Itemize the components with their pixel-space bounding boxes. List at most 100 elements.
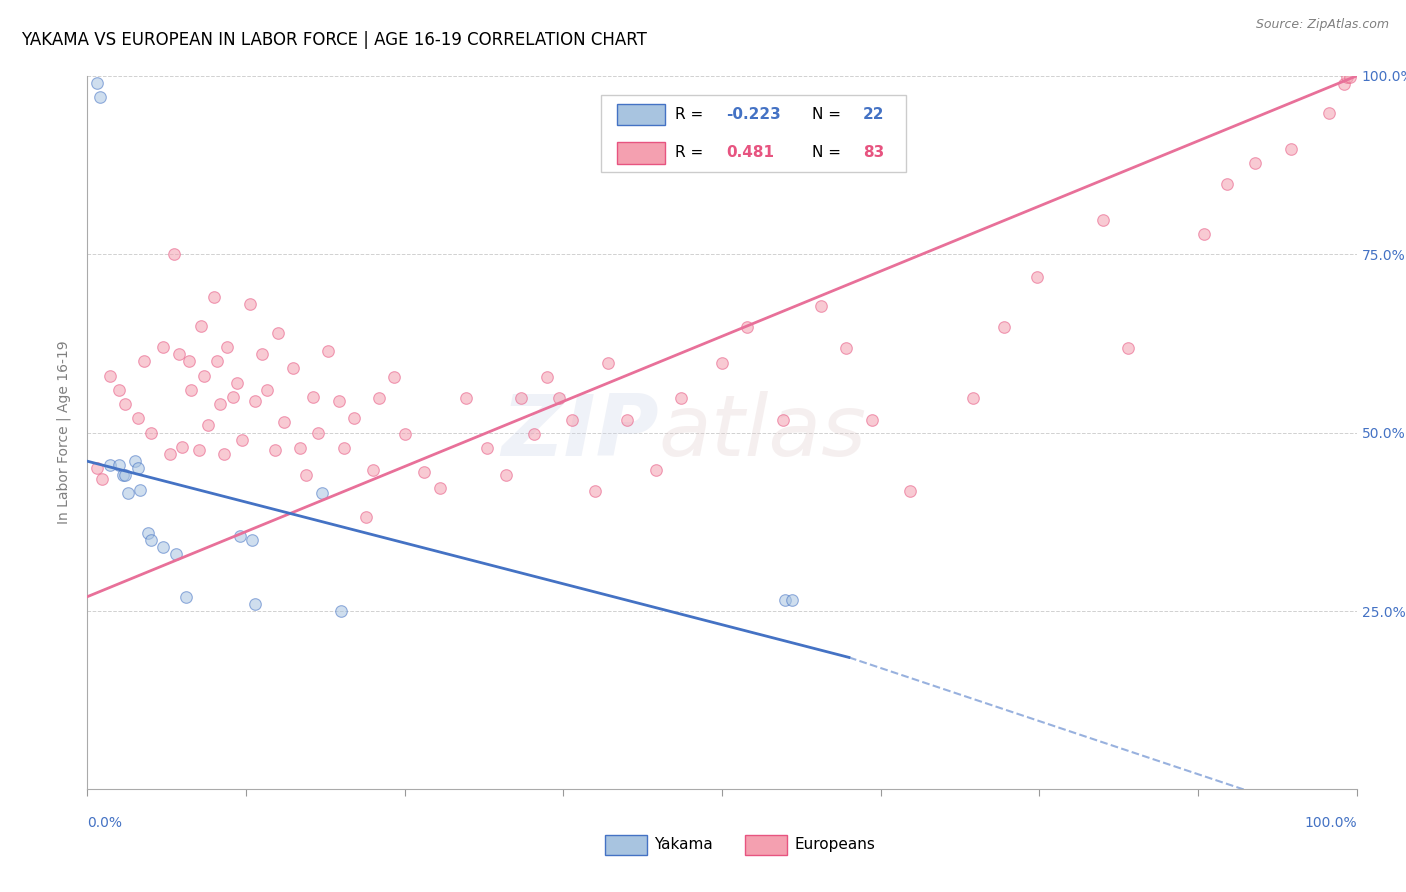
Text: -0.223: -0.223 bbox=[725, 107, 780, 122]
Point bbox=[231, 433, 253, 447]
FancyBboxPatch shape bbox=[617, 103, 665, 125]
Point bbox=[548, 392, 571, 406]
Text: atlas: atlas bbox=[658, 391, 866, 475]
Point bbox=[898, 484, 921, 499]
Point bbox=[174, 590, 197, 604]
Point bbox=[561, 413, 583, 427]
Point bbox=[368, 392, 391, 406]
Point bbox=[290, 442, 312, 456]
Point bbox=[86, 461, 108, 475]
Point bbox=[1244, 156, 1267, 170]
Point bbox=[86, 76, 108, 90]
Point bbox=[1336, 70, 1358, 85]
Point bbox=[202, 290, 225, 304]
Point bbox=[780, 593, 803, 607]
Point bbox=[616, 413, 638, 427]
Point bbox=[266, 326, 288, 340]
Point bbox=[356, 509, 378, 524]
Text: 22: 22 bbox=[863, 107, 884, 122]
Point bbox=[215, 340, 238, 354]
Point bbox=[523, 427, 546, 442]
Point bbox=[993, 320, 1015, 334]
Point bbox=[1216, 178, 1239, 192]
Point bbox=[214, 447, 236, 461]
Point bbox=[108, 383, 131, 397]
Text: 83: 83 bbox=[863, 145, 884, 161]
Point bbox=[273, 415, 295, 429]
Point bbox=[394, 427, 416, 442]
Point bbox=[711, 356, 734, 370]
Point bbox=[152, 540, 174, 554]
Point bbox=[454, 392, 477, 406]
Point bbox=[311, 486, 333, 500]
Text: R =: R = bbox=[675, 107, 703, 122]
Point bbox=[475, 442, 498, 456]
Point bbox=[318, 343, 340, 358]
Point bbox=[1025, 270, 1047, 285]
Point bbox=[193, 368, 215, 383]
Point bbox=[583, 484, 606, 499]
Text: N =: N = bbox=[813, 107, 841, 122]
Point bbox=[98, 368, 121, 383]
Point bbox=[222, 390, 245, 404]
Point bbox=[129, 483, 152, 497]
Point bbox=[180, 383, 202, 397]
Point bbox=[1116, 342, 1139, 356]
Point bbox=[127, 411, 149, 425]
Point bbox=[810, 299, 832, 313]
Point bbox=[307, 425, 329, 440]
Point bbox=[596, 356, 619, 370]
Text: Source: ZipAtlas.com: Source: ZipAtlas.com bbox=[1256, 18, 1389, 31]
Point bbox=[114, 468, 136, 483]
Point bbox=[167, 347, 190, 361]
Point bbox=[226, 376, 249, 390]
Point bbox=[384, 370, 406, 384]
Text: 0.481: 0.481 bbox=[725, 145, 773, 161]
Point bbox=[187, 443, 209, 458]
Point bbox=[152, 340, 174, 354]
Point bbox=[495, 468, 517, 483]
Point bbox=[240, 533, 263, 547]
Point bbox=[1317, 106, 1340, 120]
FancyBboxPatch shape bbox=[617, 142, 665, 163]
Point bbox=[111, 468, 134, 483]
Text: R =: R = bbox=[675, 145, 703, 161]
Point bbox=[89, 90, 111, 104]
Point bbox=[1194, 227, 1216, 242]
Point bbox=[536, 370, 558, 384]
Point bbox=[177, 354, 200, 368]
Point bbox=[136, 525, 159, 540]
Point bbox=[361, 463, 384, 477]
Point bbox=[775, 593, 797, 607]
Point bbox=[162, 247, 184, 261]
Point bbox=[1091, 213, 1114, 227]
Y-axis label: In Labor Force | Age 16-19: In Labor Force | Age 16-19 bbox=[56, 341, 72, 524]
Point bbox=[264, 443, 287, 458]
Text: YAKAMA VS EUROPEAN IN LABOR FORCE | AGE 16-19 CORRELATION CHART: YAKAMA VS EUROPEAN IN LABOR FORCE | AGE … bbox=[21, 31, 647, 49]
Text: 100.0%: 100.0% bbox=[1305, 816, 1357, 830]
Point bbox=[328, 393, 350, 408]
Point bbox=[737, 320, 759, 334]
Point bbox=[114, 397, 136, 411]
Point bbox=[429, 481, 451, 495]
Point bbox=[645, 463, 668, 477]
Point bbox=[343, 411, 366, 425]
Point bbox=[294, 468, 316, 483]
Point bbox=[205, 354, 228, 368]
Point bbox=[172, 440, 194, 454]
Point bbox=[671, 392, 693, 406]
Point bbox=[139, 425, 162, 440]
Point bbox=[165, 547, 187, 561]
Point bbox=[91, 472, 114, 486]
Text: ZIP: ZIP bbox=[501, 391, 658, 475]
Point bbox=[256, 383, 278, 397]
Point bbox=[1339, 70, 1361, 85]
Point bbox=[239, 297, 262, 311]
Point bbox=[860, 413, 883, 427]
Text: Yakama: Yakama bbox=[654, 838, 713, 852]
Point bbox=[134, 354, 156, 368]
Point bbox=[243, 597, 266, 611]
Point bbox=[108, 458, 131, 472]
Point bbox=[98, 458, 121, 472]
Point bbox=[281, 361, 304, 376]
